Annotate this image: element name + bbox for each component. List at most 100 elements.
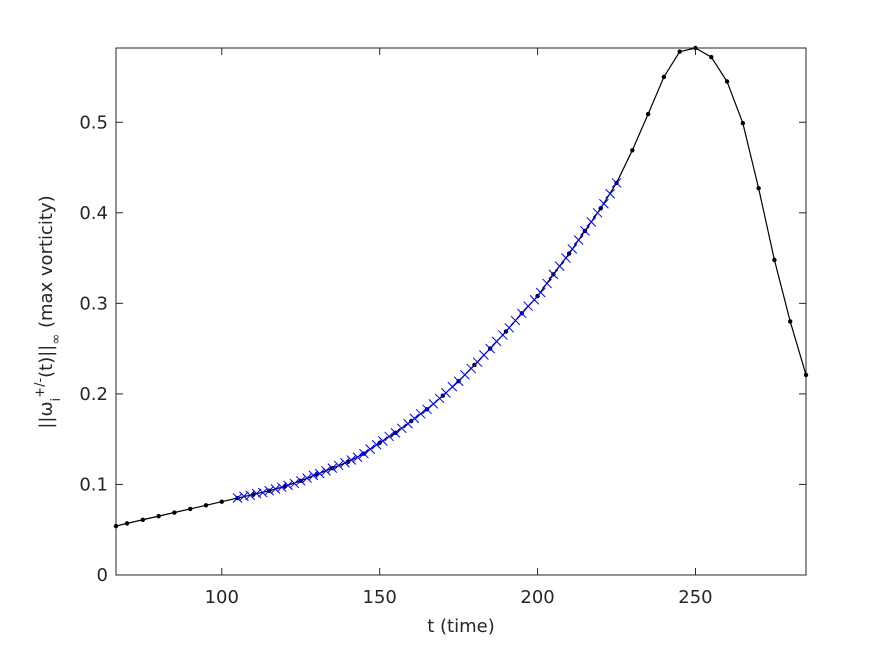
y-tick-label: 0.5 — [79, 112, 108, 133]
x-marker — [567, 244, 578, 254]
x-marker — [245, 490, 256, 501]
point — [661, 74, 667, 80]
x-marker — [340, 457, 350, 468]
plot-frame — [115, 47, 807, 576]
x-marker — [403, 418, 413, 429]
x-marker — [434, 393, 445, 404]
x-marker — [232, 493, 243, 503]
point — [377, 440, 382, 445]
x-marker — [384, 431, 395, 442]
point — [598, 206, 603, 211]
x-marker — [302, 473, 312, 483]
x-marker — [516, 308, 527, 319]
point — [803, 372, 809, 378]
x-marker — [371, 439, 382, 450]
x-tick-label: 200 — [520, 587, 554, 608]
y-label-part: (max vorticity) — [36, 195, 57, 333]
point — [772, 257, 777, 263]
point — [709, 54, 714, 60]
y-axis-label: ||ωi+/-(t)||∞ (max vorticity) — [33, 195, 64, 428]
y-tick-label: 0.3 — [79, 293, 108, 314]
x-marker — [535, 287, 546, 298]
x-marker — [592, 207, 603, 218]
x-marker — [422, 404, 432, 415]
x-marker — [542, 278, 552, 289]
point — [756, 186, 761, 191]
x-marker — [289, 478, 300, 489]
x-marker — [270, 484, 281, 494]
point — [113, 523, 119, 529]
x-marker — [352, 452, 363, 463]
x-marker — [359, 448, 369, 459]
x-marker — [346, 455, 357, 465]
point — [251, 492, 256, 497]
x-marker — [321, 466, 331, 476]
y-tick-label: 0.2 — [79, 384, 108, 405]
point — [740, 120, 746, 126]
y-tick-label: 0.1 — [79, 474, 108, 495]
x-marker — [390, 427, 401, 438]
point — [172, 510, 177, 515]
x-marker — [611, 178, 622, 188]
x-axis-label: t (time) — [427, 616, 495, 637]
point — [645, 111, 651, 117]
x-marker — [377, 436, 388, 446]
x-marker — [580, 226, 590, 236]
x-marker — [605, 188, 616, 199]
point — [788, 319, 793, 324]
y-label-part: (t)|| — [36, 345, 57, 378]
x-marker — [396, 423, 407, 434]
x-marker — [447, 381, 458, 392]
x-tick-label: 250 — [678, 587, 712, 608]
y-label-part: i — [49, 398, 64, 402]
point — [219, 499, 224, 504]
x-marker — [428, 399, 439, 409]
x-marker — [554, 261, 565, 272]
x-marker — [409, 413, 420, 424]
point — [566, 251, 572, 256]
x-marker — [365, 444, 376, 454]
x-marker — [573, 235, 584, 245]
x-marker — [314, 468, 325, 479]
x-marker — [599, 198, 609, 209]
x-marker — [510, 315, 521, 326]
y-tick-label: 0.4 — [79, 203, 108, 224]
point — [677, 49, 682, 54]
point — [630, 148, 635, 153]
point — [724, 79, 730, 84]
x-marker — [504, 322, 515, 333]
x-tick-label: 100 — [205, 587, 239, 608]
x-marker — [561, 253, 571, 263]
point — [203, 503, 209, 508]
y-label-part: +/- — [33, 378, 48, 398]
x-marker — [257, 487, 268, 498]
x-marker — [283, 480, 293, 491]
x-marker — [548, 269, 559, 280]
point — [314, 472, 319, 477]
x-marker — [485, 343, 496, 354]
x-marker — [295, 475, 306, 486]
x-marker — [327, 463, 338, 474]
point — [188, 506, 193, 512]
y-label-part: ||ω — [36, 401, 57, 428]
y-tick-label: 0 — [97, 565, 108, 586]
point — [693, 45, 698, 51]
x-marker — [415, 408, 426, 419]
x-marker — [529, 294, 540, 305]
point — [156, 513, 161, 519]
x-tick-label: 150 — [363, 587, 397, 608]
x-marker — [472, 357, 483, 368]
point — [140, 517, 146, 522]
x-marker — [586, 217, 597, 227]
y-label-part: ∞ — [49, 334, 64, 345]
x-marker — [276, 482, 287, 493]
point — [282, 484, 288, 489]
x-marker — [264, 485, 275, 496]
point — [124, 521, 130, 526]
x-marker — [333, 460, 344, 471]
x-marker — [308, 470, 319, 481]
x-marker — [497, 330, 508, 340]
